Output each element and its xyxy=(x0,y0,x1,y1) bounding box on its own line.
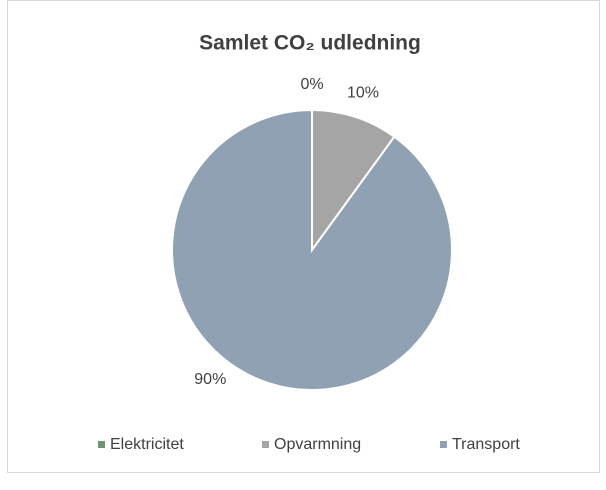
legend-label: Opvarmning xyxy=(274,436,361,453)
data-label: 90% xyxy=(194,371,226,388)
legend-swatch xyxy=(262,441,269,448)
legend-label: Transport xyxy=(452,436,520,453)
pie-slice xyxy=(171,108,453,391)
chart-title: Samlet CO₂ udledning xyxy=(199,32,421,55)
data-label: 10% xyxy=(347,84,379,101)
pie-slice xyxy=(311,108,396,254)
legend-swatch xyxy=(98,441,105,448)
data-label: 0% xyxy=(300,76,323,93)
legend-swatch xyxy=(440,441,447,448)
legend-label: Elektricitet xyxy=(110,436,184,453)
